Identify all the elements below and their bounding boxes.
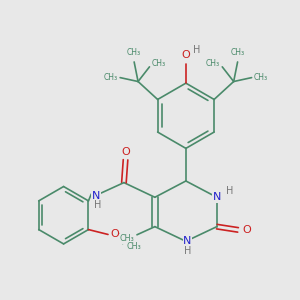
Text: H: H [193, 45, 200, 55]
Text: N: N [92, 191, 100, 201]
Text: CH₃: CH₃ [230, 48, 245, 57]
Text: O: O [110, 230, 119, 239]
Text: O: O [243, 225, 251, 235]
Text: CH₃: CH₃ [127, 242, 142, 251]
Text: H: H [184, 246, 191, 256]
Text: CH₃: CH₃ [206, 59, 220, 68]
Text: O: O [121, 147, 130, 157]
Text: N: N [213, 192, 221, 202]
Text: CH₃: CH₃ [127, 48, 141, 57]
Text: CH₃: CH₃ [152, 59, 166, 68]
Text: H: H [226, 186, 233, 197]
Text: N: N [183, 236, 192, 246]
Text: CH₃: CH₃ [120, 234, 134, 243]
Text: O: O [182, 50, 190, 60]
Text: CH₃: CH₃ [254, 73, 268, 82]
Text: H: H [94, 200, 101, 210]
Text: CH₃: CH₃ [104, 73, 118, 82]
